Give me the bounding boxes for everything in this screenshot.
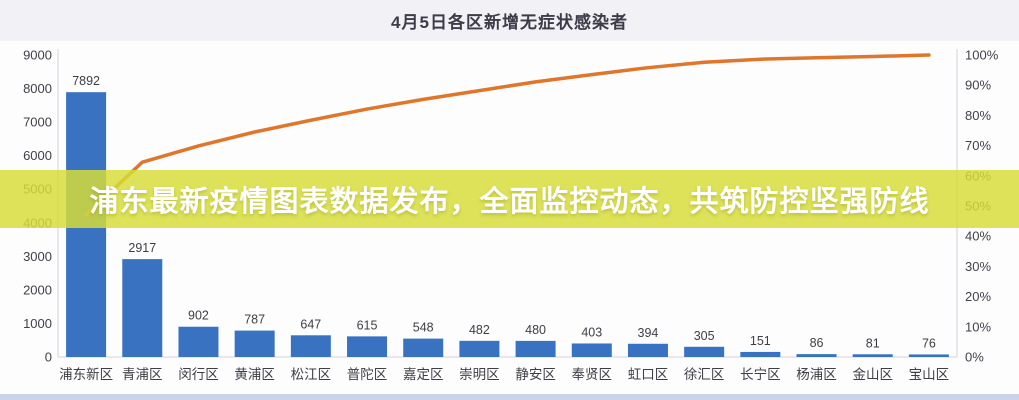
- bar-value-label: 394: [638, 326, 659, 340]
- x-axis-label: 杨浦区: [796, 367, 837, 382]
- bar-value-label: 615: [357, 318, 378, 332]
- bar-value-label: 548: [413, 321, 434, 335]
- bar-value-label: 787: [244, 313, 265, 327]
- x-axis-label: 静安区: [515, 367, 556, 382]
- y-axis-label: 1000: [23, 316, 52, 331]
- x-axis-label: 金山区: [852, 367, 893, 382]
- bar-value-label: 647: [300, 317, 321, 331]
- bar: [796, 354, 837, 357]
- headline-banner-text: 浦东最新疫情图表数据发布，全面监控动态，共筑防控坚强防线: [89, 186, 930, 218]
- bar: [290, 335, 331, 357]
- bar: [684, 346, 725, 357]
- y-axis-label: 3000: [23, 249, 52, 264]
- x-axis-label: 青浦区: [122, 367, 163, 382]
- bar-value-label: 86: [810, 336, 824, 350]
- bar-value-label: 482: [469, 323, 490, 337]
- bar: [627, 343, 668, 357]
- percent-axis-label: 0%: [965, 350, 984, 365]
- bar: [459, 340, 500, 357]
- x-axis-label: 闵行区: [178, 367, 219, 382]
- x-axis-label: 崇明区: [459, 367, 500, 382]
- y-axis-label: 8000: [23, 81, 52, 96]
- bar-value-label: 7892: [72, 74, 100, 88]
- bar: [740, 351, 781, 357]
- bar: [234, 330, 275, 357]
- bar-value-label: 2917: [128, 241, 156, 255]
- percent-axis-label: 20%: [965, 289, 991, 304]
- bar: [571, 343, 612, 357]
- x-axis-label: 长宁区: [740, 366, 781, 382]
- percent-axis-label: 40%: [965, 229, 991, 244]
- bar-value-label: 480: [525, 323, 546, 337]
- bar: [178, 326, 219, 357]
- x-axis-label: 黄浦区: [234, 367, 275, 382]
- x-axis-label: 浦东新区: [59, 367, 113, 382]
- percent-axis-label: 90%: [965, 78, 991, 93]
- bottom-accent-band: [0, 394, 1019, 400]
- y-axis-label: 0: [45, 350, 52, 365]
- percent-axis-label: 80%: [965, 108, 991, 123]
- x-axis-label: 普陀区: [347, 367, 388, 382]
- y-axis-label: 6000: [23, 148, 52, 163]
- chart-title-bar: 4月5日各区新增无症状感染者: [0, 0, 1019, 41]
- bar-value-label: 403: [581, 325, 602, 339]
- y-axis-label: 7000: [23, 115, 52, 130]
- bar: [403, 338, 444, 357]
- bar-value-label: 305: [694, 329, 715, 343]
- bar: [122, 259, 163, 357]
- bar: [515, 340, 556, 357]
- percent-axis-label: 100%: [965, 48, 999, 63]
- bar-value-label: 151: [750, 334, 771, 348]
- x-axis-label: 嘉定区: [403, 367, 444, 382]
- x-axis-label: 松江区: [291, 367, 332, 382]
- bar: [347, 336, 388, 357]
- bar: [908, 354, 949, 357]
- chart-title: 4月5日各区新增无症状感染者: [391, 13, 628, 32]
- x-axis-label: 徐汇区: [684, 367, 725, 382]
- bar-value-label: 81: [866, 336, 880, 350]
- bar-value-label: 902: [188, 309, 209, 323]
- cumulative-percentage-line: [84, 53, 931, 217]
- y-axis-label: 9000: [23, 48, 52, 63]
- percent-axis-label: 70%: [965, 138, 991, 153]
- x-axis-label: 奉贤区: [572, 367, 613, 382]
- percent-axis-label: 30%: [965, 259, 991, 274]
- bar-value-label: 76: [922, 336, 936, 350]
- headline-banner: 浦东最新疫情图表数据发布，全面监控动态，共筑防控坚强防线: [0, 170, 1019, 228]
- x-axis-label: 宝山区: [909, 367, 950, 382]
- percent-axis-label: 10%: [965, 319, 991, 334]
- bar: [852, 354, 893, 357]
- y-axis-label: 2000: [23, 282, 52, 297]
- x-axis-label: 虹口区: [628, 367, 669, 382]
